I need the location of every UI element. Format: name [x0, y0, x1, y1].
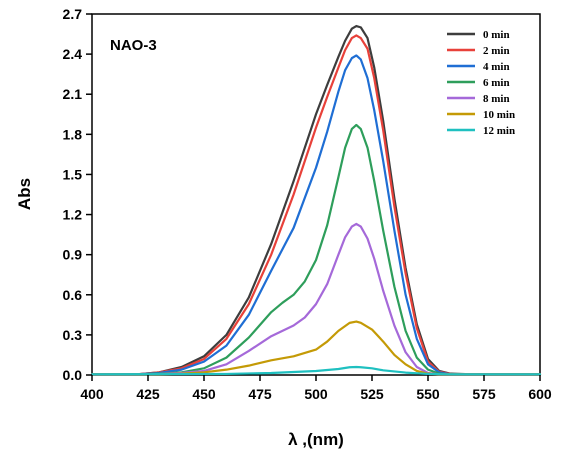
x-tick-label: 550 [416, 386, 440, 402]
y-tick-label: 2.4 [63, 46, 83, 62]
series-line-1 [90, 34, 542, 376]
series-line-5 [90, 320, 542, 376]
x-axis: 400 425 450 475 500 525 550 575 600 [80, 375, 552, 402]
x-tick-label: 475 [248, 386, 272, 402]
x-tick-label: 500 [304, 386, 328, 402]
x-tick-label: 575 [472, 386, 496, 402]
legend-label: 6 min [483, 77, 510, 89]
y-tick-label: 0.9 [63, 247, 83, 263]
series-line-2 [90, 54, 542, 376]
series-line-0 [90, 24, 542, 376]
legend-label: 10 min [483, 109, 515, 121]
x-tick-label: 600 [528, 386, 552, 402]
x-tick-label: 400 [80, 386, 104, 402]
sample-annotation: NAO-3 [110, 37, 157, 54]
legend: 0 min 2 min 4 min 6 min 8 min 10 min 12 min [447, 29, 515, 137]
y-axis: 0.0 0.3 0.6 0.9 1.2 1.5 1.8 2.1 2.4 2.7 [63, 6, 92, 383]
legend-label: 8 min [483, 93, 510, 105]
legend-label: 2 min [483, 45, 510, 57]
x-tick-label: 450 [192, 386, 216, 402]
y-tick-label: 0.6 [63, 287, 83, 303]
y-tick-label: 1.5 [63, 166, 83, 182]
x-tick-label: 525 [360, 386, 384, 402]
legend-label: 0 min [483, 29, 510, 41]
series-line-4 [90, 222, 542, 376]
series-layer [90, 24, 542, 376]
y-tick-label: 0.3 [63, 327, 83, 343]
plot-frame [91, 13, 541, 376]
x-tick-label: 425 [136, 386, 160, 402]
y-tick-label: 1.8 [63, 126, 83, 142]
y-tick-label: 2.7 [63, 6, 83, 22]
series-line-6 [90, 365, 542, 376]
x-axis-title: λ ,(nm) [288, 430, 344, 449]
legend-label: 12 min [483, 125, 515, 137]
legend-label: 4 min [483, 61, 510, 73]
y-tick-label: 1.2 [63, 207, 83, 223]
y-tick-label: 2.1 [63, 86, 83, 102]
series-line-3 [90, 123, 542, 376]
y-axis-title: Abs [15, 178, 34, 210]
y-tick-label: 0.0 [63, 367, 83, 383]
